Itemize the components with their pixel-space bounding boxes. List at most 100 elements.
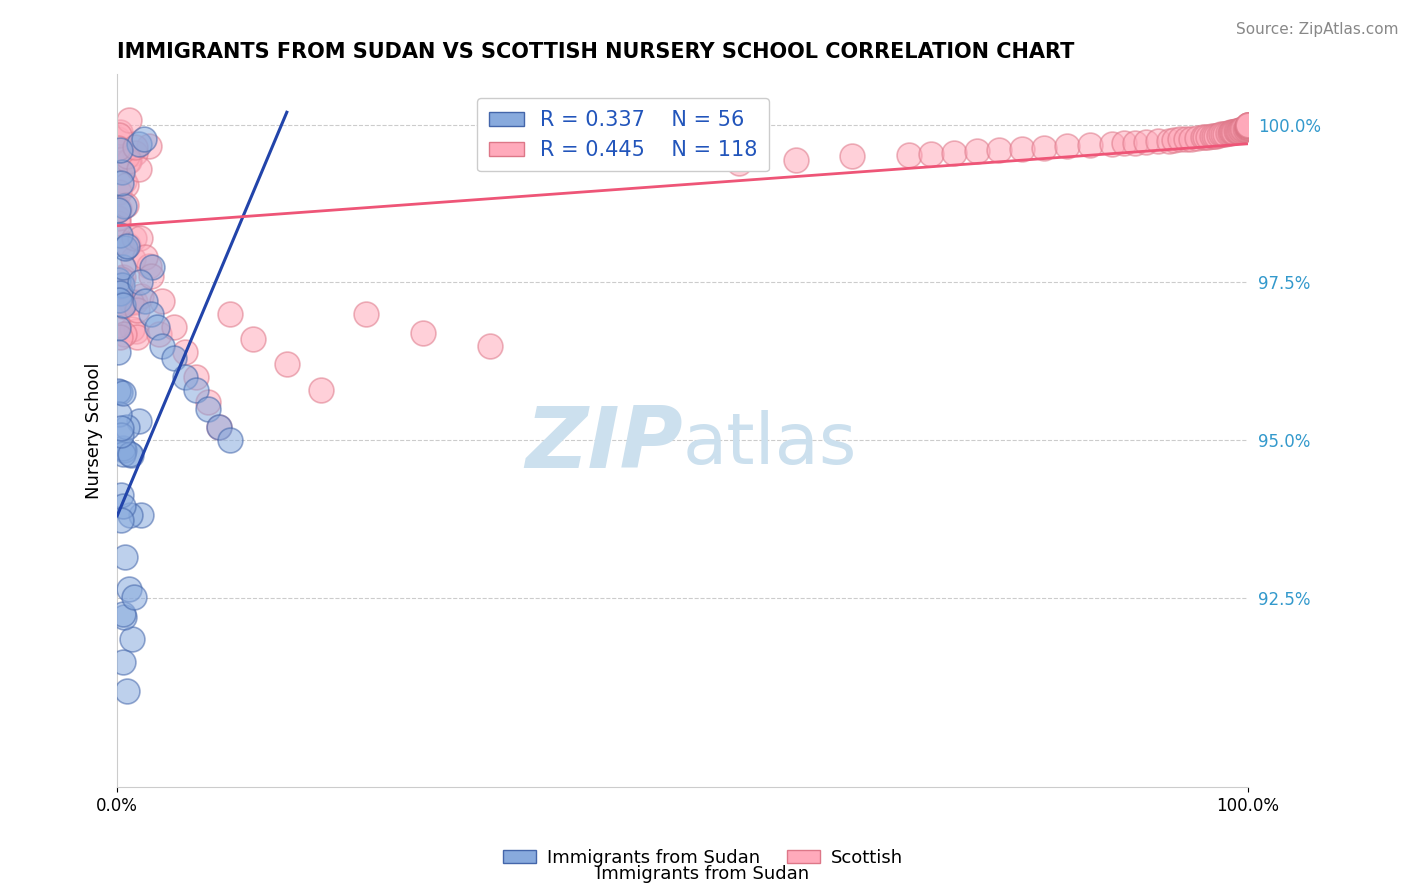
Point bbox=[152, 294, 174, 309]
Point bbox=[124, 294, 146, 309]
Point bbox=[1236, 120, 1258, 135]
Point bbox=[112, 198, 135, 212]
Point bbox=[111, 385, 134, 400]
Point bbox=[1216, 126, 1239, 140]
Point bbox=[1237, 119, 1260, 133]
Point bbox=[110, 278, 132, 293]
Point bbox=[1033, 140, 1056, 154]
Point bbox=[108, 128, 131, 142]
Point bbox=[122, 252, 145, 267]
Point bbox=[125, 330, 148, 344]
Point bbox=[107, 141, 129, 155]
Point bbox=[110, 421, 132, 435]
Point bbox=[129, 288, 152, 302]
Point bbox=[124, 231, 146, 245]
Point bbox=[112, 270, 135, 285]
Point bbox=[1180, 132, 1202, 146]
Point bbox=[114, 173, 136, 187]
Point bbox=[174, 344, 197, 359]
Point bbox=[1209, 128, 1232, 142]
Point bbox=[1191, 130, 1213, 145]
Y-axis label: Nursery School: Nursery School bbox=[86, 362, 103, 499]
Point bbox=[1185, 131, 1208, 145]
Point bbox=[208, 420, 231, 434]
Point bbox=[128, 414, 150, 428]
Point bbox=[112, 299, 135, 313]
Point bbox=[1237, 120, 1260, 134]
Point bbox=[1197, 129, 1219, 144]
Point bbox=[122, 591, 145, 605]
Point bbox=[138, 138, 160, 153]
Point bbox=[1233, 121, 1256, 136]
Point bbox=[112, 607, 135, 621]
Point bbox=[127, 302, 149, 317]
Point bbox=[1194, 130, 1216, 145]
Point bbox=[1101, 136, 1123, 151]
Point bbox=[108, 143, 131, 157]
Point bbox=[1226, 124, 1249, 138]
Point bbox=[111, 655, 134, 669]
Point bbox=[124, 145, 146, 160]
Point bbox=[111, 296, 134, 310]
Point bbox=[1011, 142, 1033, 156]
Point bbox=[1237, 119, 1260, 133]
Point bbox=[354, 307, 377, 321]
Point bbox=[186, 383, 208, 397]
Point bbox=[1212, 128, 1234, 142]
Point bbox=[1135, 135, 1157, 149]
Point bbox=[1220, 125, 1243, 139]
Point bbox=[131, 508, 153, 522]
Text: Source: ZipAtlas.com: Source: ZipAtlas.com bbox=[1236, 22, 1399, 37]
Point bbox=[121, 322, 143, 336]
Point bbox=[1123, 136, 1146, 150]
Point bbox=[107, 131, 129, 145]
Point bbox=[920, 146, 942, 161]
Point bbox=[115, 419, 138, 434]
Text: Immigrants from Sudan: Immigrants from Sudan bbox=[596, 865, 810, 883]
Point bbox=[1202, 128, 1225, 143]
Point bbox=[108, 407, 131, 421]
Point bbox=[1237, 119, 1260, 133]
Point bbox=[1157, 134, 1180, 148]
Point bbox=[1205, 128, 1227, 143]
Point bbox=[107, 211, 129, 225]
Point bbox=[1056, 139, 1078, 153]
Point bbox=[110, 235, 132, 249]
Point bbox=[1219, 126, 1241, 140]
Point bbox=[1078, 138, 1101, 153]
Point bbox=[1227, 123, 1250, 137]
Point bbox=[110, 272, 132, 286]
Point bbox=[411, 326, 433, 340]
Point bbox=[139, 269, 162, 284]
Point bbox=[118, 508, 141, 523]
Point bbox=[1237, 119, 1260, 133]
Point bbox=[114, 241, 136, 255]
Point bbox=[145, 319, 167, 334]
Point bbox=[1112, 136, 1135, 150]
Point bbox=[1174, 132, 1197, 146]
Point bbox=[1146, 134, 1168, 148]
Point bbox=[1222, 125, 1244, 139]
Point bbox=[276, 358, 298, 372]
Point bbox=[134, 294, 156, 309]
Point bbox=[120, 448, 142, 462]
Point bbox=[1215, 127, 1237, 141]
Point bbox=[118, 582, 141, 596]
Point bbox=[108, 385, 131, 400]
Point bbox=[897, 148, 920, 162]
Point bbox=[107, 279, 129, 293]
Point bbox=[107, 202, 129, 217]
Point bbox=[1229, 123, 1251, 137]
Point bbox=[107, 202, 129, 216]
Point bbox=[163, 319, 186, 334]
Point bbox=[219, 433, 242, 447]
Point bbox=[111, 165, 134, 179]
Point bbox=[110, 176, 132, 190]
Point bbox=[112, 447, 135, 461]
Point bbox=[134, 250, 156, 264]
Point bbox=[108, 186, 131, 200]
Point bbox=[728, 155, 751, 169]
Point bbox=[943, 145, 966, 160]
Point bbox=[785, 153, 807, 167]
Point bbox=[1208, 128, 1230, 142]
